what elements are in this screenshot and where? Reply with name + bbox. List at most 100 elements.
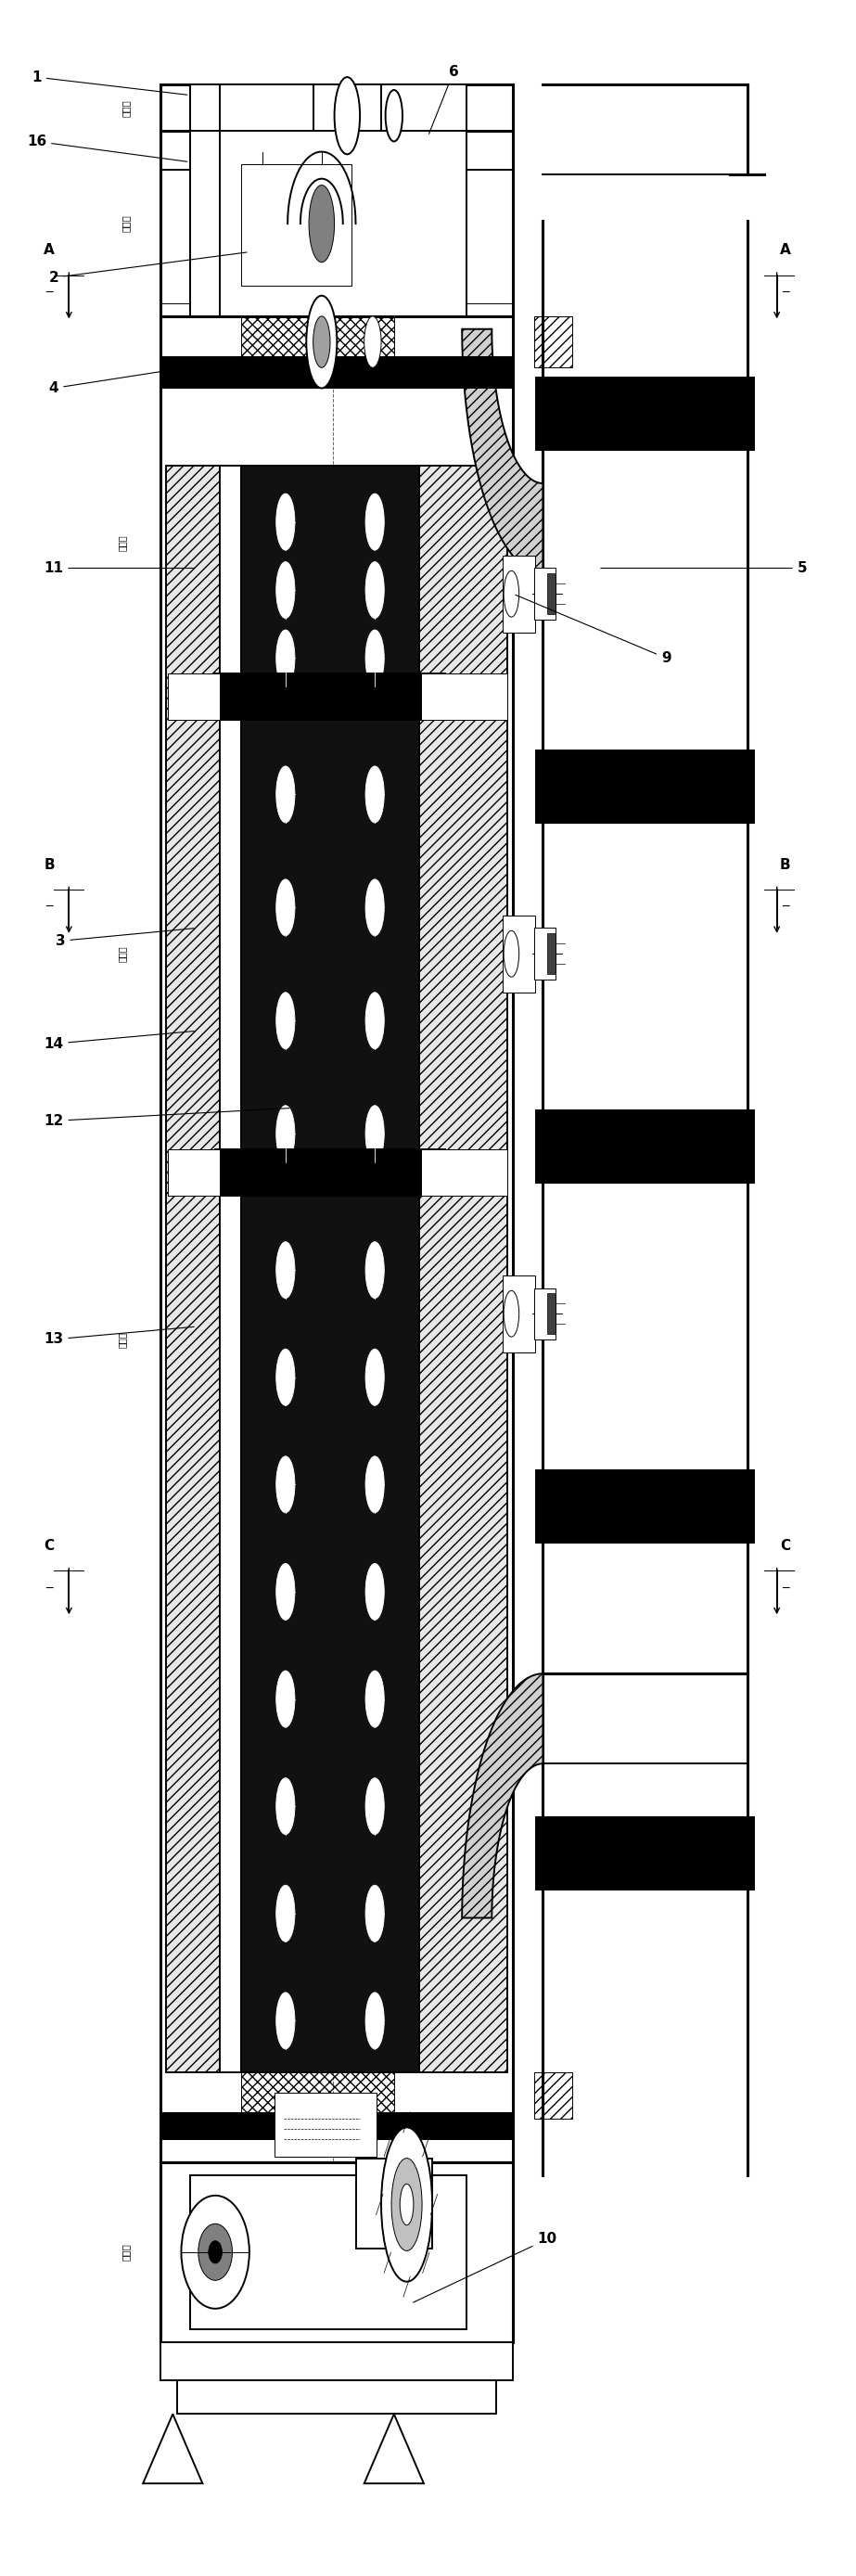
- Bar: [502, 556, 535, 634]
- Text: A: A: [780, 242, 791, 258]
- Circle shape: [276, 1105, 294, 1162]
- Circle shape: [400, 2184, 413, 2226]
- Circle shape: [366, 1564, 384, 1620]
- Bar: [536, 1819, 754, 1891]
- Circle shape: [366, 1350, 384, 1406]
- Circle shape: [366, 1672, 384, 1728]
- Circle shape: [276, 1455, 294, 1512]
- Circle shape: [276, 878, 294, 935]
- Text: 5: 5: [601, 562, 807, 574]
- Bar: [160, 85, 513, 2342]
- Text: 9: 9: [515, 595, 671, 665]
- Text: ─: ─: [46, 1582, 53, 1595]
- Circle shape: [366, 631, 384, 685]
- Circle shape: [366, 878, 384, 935]
- Bar: [534, 317, 573, 368]
- Circle shape: [276, 1242, 294, 1298]
- Bar: [356, 2159, 432, 2249]
- Bar: [219, 466, 241, 2071]
- Polygon shape: [462, 330, 543, 574]
- Text: 1: 1: [32, 70, 187, 95]
- Bar: [190, 85, 467, 131]
- Circle shape: [366, 1886, 384, 1942]
- Circle shape: [366, 562, 384, 618]
- Bar: [275, 2092, 377, 2156]
- Text: 加热区: 加热区: [117, 1332, 127, 1347]
- Bar: [190, 2174, 467, 2329]
- Circle shape: [309, 185, 335, 263]
- Text: B: B: [44, 858, 55, 871]
- Bar: [534, 927, 556, 979]
- Text: C: C: [45, 1538, 55, 1553]
- Bar: [536, 379, 754, 451]
- Text: ─: ─: [782, 286, 789, 299]
- Circle shape: [276, 495, 294, 551]
- Bar: [177, 2380, 496, 2414]
- Bar: [547, 933, 556, 974]
- Bar: [536, 1471, 754, 1543]
- Bar: [241, 466, 419, 2071]
- Circle shape: [366, 1105, 384, 1162]
- Bar: [168, 1149, 219, 1195]
- Circle shape: [366, 1242, 384, 1298]
- Circle shape: [313, 317, 330, 368]
- Text: A: A: [44, 242, 55, 258]
- Circle shape: [503, 1291, 519, 1337]
- Bar: [241, 2071, 394, 2117]
- Bar: [216, 1149, 445, 1195]
- Circle shape: [276, 992, 294, 1048]
- Text: 3: 3: [56, 927, 194, 948]
- Bar: [547, 574, 556, 616]
- Circle shape: [503, 930, 519, 976]
- Bar: [160, 2161, 513, 2342]
- Circle shape: [381, 2128, 432, 2282]
- Bar: [547, 1293, 556, 1334]
- Bar: [166, 466, 219, 2071]
- Polygon shape: [462, 1674, 543, 1919]
- Text: 入料端: 入料端: [122, 100, 131, 116]
- Circle shape: [366, 765, 384, 822]
- Circle shape: [366, 1455, 384, 1512]
- Text: C: C: [780, 1538, 790, 1553]
- Text: ─: ─: [46, 902, 53, 912]
- Circle shape: [276, 765, 294, 822]
- Bar: [160, 2342, 513, 2380]
- Bar: [534, 2071, 573, 2117]
- Circle shape: [503, 572, 519, 618]
- Bar: [168, 672, 219, 719]
- Circle shape: [366, 1991, 384, 2048]
- Bar: [534, 1288, 556, 1340]
- Text: 4: 4: [49, 363, 217, 394]
- Bar: [190, 131, 467, 317]
- Bar: [419, 466, 507, 2071]
- Text: 14: 14: [44, 1030, 194, 1051]
- Circle shape: [276, 562, 294, 618]
- Polygon shape: [143, 2414, 203, 2483]
- Bar: [502, 914, 535, 992]
- Circle shape: [391, 2159, 422, 2251]
- Circle shape: [276, 1991, 294, 2048]
- Text: ─: ─: [782, 902, 789, 912]
- Circle shape: [366, 1777, 384, 1834]
- Ellipse shape: [199, 2223, 232, 2280]
- Polygon shape: [364, 2414, 424, 2483]
- Text: 12: 12: [44, 1108, 289, 1128]
- Ellipse shape: [181, 2195, 249, 2308]
- Circle shape: [366, 495, 384, 551]
- Bar: [536, 750, 754, 822]
- Bar: [536, 1110, 754, 1182]
- Text: ─: ─: [46, 286, 53, 299]
- Bar: [421, 672, 507, 719]
- Text: 加热区: 加热区: [117, 533, 127, 551]
- Circle shape: [276, 1672, 294, 1728]
- Bar: [160, 2112, 513, 2138]
- Text: ─: ─: [782, 1582, 789, 1595]
- Circle shape: [276, 631, 294, 685]
- Circle shape: [306, 296, 337, 389]
- Text: 16: 16: [27, 134, 187, 162]
- Text: 11: 11: [44, 562, 194, 574]
- Circle shape: [276, 1777, 294, 1834]
- Text: 加热区: 加热区: [117, 945, 127, 961]
- Text: B: B: [780, 858, 791, 871]
- Text: 先导端: 先导端: [122, 214, 131, 232]
